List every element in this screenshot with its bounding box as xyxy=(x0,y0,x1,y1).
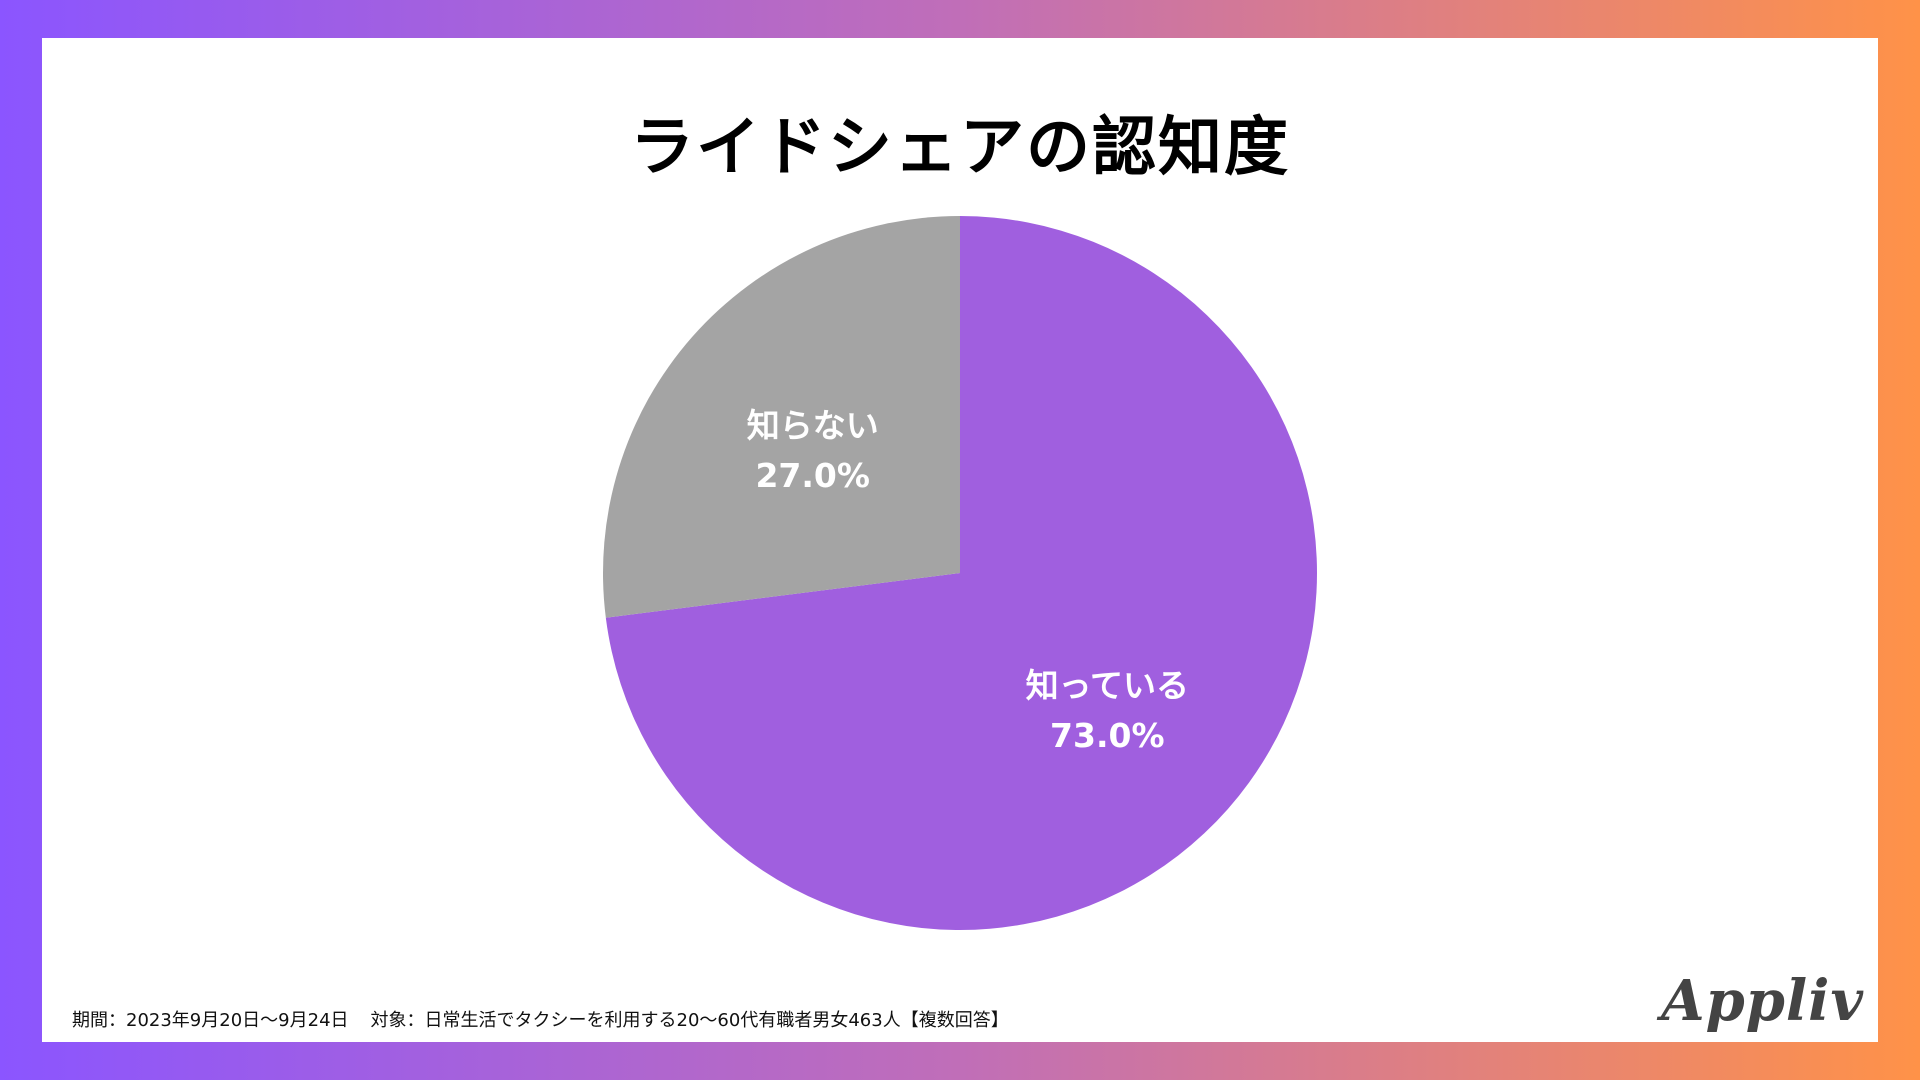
pie-slice-0 xyxy=(605,216,1317,931)
chart-title: ライドシェアの認知度 xyxy=(630,111,1290,185)
pie-chart: 知っている 73.0% 知らない 27.0% xyxy=(603,216,1317,931)
chart-card: ライドシェアの認知度 知っている 73.0% 知らない 27.0% 期間：2023年9… xyxy=(42,38,1878,1042)
slice-label-1: 知らない xyxy=(747,406,879,445)
slice-value-1: 27.0% xyxy=(755,456,870,495)
slice-label-0: 知っている xyxy=(1026,666,1189,705)
survey-footnote: 期間：2023年9月20日〜9月24日 対象：日常生活でタクシーを利用する20〜6… xyxy=(72,1006,1009,1032)
survey-target: 対象：日常生活でタクシーを利用する20〜60代有職者男女463人【複数回答】 xyxy=(370,1010,1009,1031)
appliv-logo: Appliv xyxy=(1661,968,1864,1034)
pie-slice-1 xyxy=(603,216,960,618)
survey-period: 期間：2023年9月20日〜9月24日 xyxy=(72,1010,349,1031)
slice-value-0: 73.0% xyxy=(1050,716,1165,755)
